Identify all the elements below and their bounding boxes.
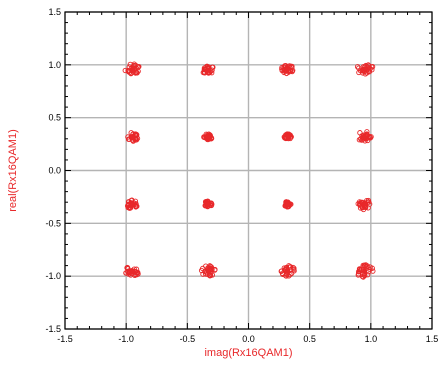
data-point (279, 65, 285, 71)
data-point (123, 270, 129, 276)
grid-lines (64, 11, 433, 330)
constellation-cluster (122, 61, 142, 77)
data-point (210, 64, 216, 70)
x-tick-label: 0.5 (303, 334, 316, 344)
constellation-cluster (279, 62, 296, 77)
data-point (124, 264, 131, 271)
constellation-cluster (200, 63, 216, 76)
data-point (354, 64, 361, 70)
data-point-center (285, 201, 291, 207)
x-tick-labels: -1.5 -1.0 -0.5 0.0 0.5 1.0 1.5 (57, 334, 438, 344)
data-point-center (205, 134, 211, 140)
data-point (359, 70, 366, 76)
data-point-center (285, 268, 291, 274)
data-point (207, 263, 213, 269)
data-point (366, 63, 372, 69)
constellation-cluster (355, 197, 373, 213)
y-tick-label: 1.0 (48, 60, 61, 70)
constellation-cluster (356, 129, 374, 144)
constellation-cluster (282, 199, 294, 210)
data-point-center (129, 201, 135, 207)
constellation-cluster (198, 263, 218, 279)
data-point (200, 69, 206, 76)
data-point (369, 265, 375, 271)
constellation-cluster (355, 262, 376, 280)
y-axis-label: real(Rx16QAM1) (7, 129, 19, 212)
x-tick-label: -1.0 (118, 334, 134, 344)
data-point-center (129, 66, 135, 72)
data-point (133, 69, 139, 75)
data-point (369, 67, 375, 73)
y-tick-label: 0.5 (48, 113, 61, 123)
data-point (369, 64, 376, 70)
data-point-center (362, 201, 368, 207)
data-point (290, 264, 296, 271)
y-tick-label: -1.0 (45, 271, 61, 281)
y-tick-label: -1.5 (45, 324, 61, 334)
data-point-center (205, 67, 211, 73)
constellation-cluster (125, 130, 141, 144)
data-point-center (362, 66, 368, 72)
data-point (364, 272, 371, 278)
data-point (357, 130, 363, 136)
data-point (360, 274, 366, 280)
data-point (281, 265, 287, 271)
x-tick-label: 0.0 (242, 334, 255, 344)
data-point-center (205, 268, 211, 274)
constellation-cluster (201, 131, 215, 143)
x-tick-label: 1.0 (365, 334, 378, 344)
axis-ticks (64, 11, 433, 330)
constellation-cluster (123, 264, 141, 279)
constellation-cluster (202, 198, 215, 210)
data-point (209, 70, 215, 76)
data-point-center (362, 134, 368, 140)
data-point (355, 201, 361, 207)
x-tick-label: 1.5 (426, 334, 439, 344)
data-point (287, 271, 293, 278)
data-point-center (285, 66, 291, 72)
data-point-center (205, 201, 211, 207)
data-point-center (129, 268, 135, 274)
data-points (122, 61, 376, 280)
data-point (122, 67, 128, 74)
data-point (212, 267, 218, 273)
constellation-cluster (124, 197, 140, 211)
data-point-center (285, 134, 291, 140)
data-point (127, 270, 133, 277)
constellation-cluster (278, 263, 297, 279)
x-axis-label: imag(Rx16QAM1) (204, 347, 292, 359)
data-point (355, 272, 361, 278)
data-point-center (129, 134, 135, 140)
constellation-cluster (281, 131, 294, 142)
y-tick-labels: 1.5 1.0 0.5 0.0 -0.5 -1.0 -1.5 (45, 7, 61, 334)
data-point-center (362, 268, 368, 274)
data-point (135, 269, 141, 276)
y-tick-label: 1.5 (48, 7, 61, 17)
constellation-cluster (354, 62, 376, 77)
data-point (127, 61, 133, 67)
data-point (364, 129, 370, 135)
data-point (280, 271, 286, 277)
data-point (367, 201, 373, 207)
y-tick-label: -0.5 (45, 218, 61, 228)
x-tick-label: -0.5 (180, 334, 196, 344)
data-point (133, 62, 139, 69)
data-point (356, 267, 363, 273)
x-tick-label: -1.5 (57, 334, 73, 344)
data-point (125, 204, 131, 211)
y-tick-label: 0.0 (48, 166, 61, 176)
data-point (126, 199, 132, 205)
